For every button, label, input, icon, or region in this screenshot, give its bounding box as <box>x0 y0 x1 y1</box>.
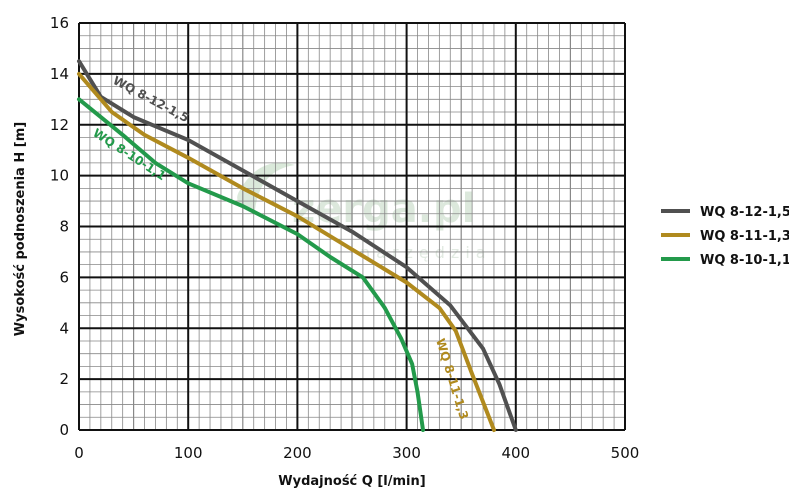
series-line-2 <box>77 71 496 432</box>
y-tick-label: 14 <box>50 65 69 83</box>
y-axis-title: Wysokość podnoszenia H [m] <box>13 122 28 336</box>
legend: WQ 8-12-1,5 WQ 8-11-1,3 WQ 8-10-1,1 <box>661 205 789 268</box>
legend-label: WQ 8-11-1,3 <box>700 229 789 244</box>
x-tick-label: 400 <box>501 444 530 462</box>
y-tick-label: 16 <box>50 14 69 32</box>
y-tick-label: 8 <box>59 218 69 236</box>
legend-item: WQ 8-10-1,1 <box>661 253 789 268</box>
x-tick-label: 100 <box>174 444 203 462</box>
plot-curves <box>77 59 518 432</box>
legend-item: WQ 8-11-1,3 <box>661 229 789 244</box>
y-tick-label: 0 <box>59 421 69 439</box>
x-axis-title: Wydajność Q [l/min] <box>278 474 425 489</box>
legend-item: WQ 8-12-1,5 <box>661 205 789 220</box>
x-tick-label: 500 <box>611 444 640 462</box>
x-tick-label: 0 <box>74 444 84 462</box>
x-tick-label: 200 <box>283 444 312 462</box>
legend-label: WQ 8-12-1,5 <box>700 205 789 220</box>
x-tick-label: 300 <box>392 444 421 462</box>
x-axis-ticks: 0 100 200 300 400 500 <box>74 444 639 462</box>
y-tick-label: 12 <box>50 116 69 134</box>
y-tick-label: 2 <box>59 370 69 388</box>
plot-grid <box>78 22 626 431</box>
y-tick-label: 6 <box>59 268 69 286</box>
y-axis-ticks: 0 2 4 6 8 10 12 14 16 <box>50 14 69 439</box>
y-tick-label: 4 <box>59 319 69 337</box>
legend-label: WQ 8-10-1,1 <box>700 253 789 268</box>
series-line-3 <box>77 97 425 432</box>
series-line-1 <box>77 59 518 432</box>
curve-label-wq-8-10-1-1: WQ 8-10-1,1 <box>90 126 168 183</box>
watermark-logo-icon <box>237 162 295 210</box>
watermark-brand: zerga.pl <box>292 186 475 232</box>
y-tick-label: 10 <box>50 167 69 185</box>
